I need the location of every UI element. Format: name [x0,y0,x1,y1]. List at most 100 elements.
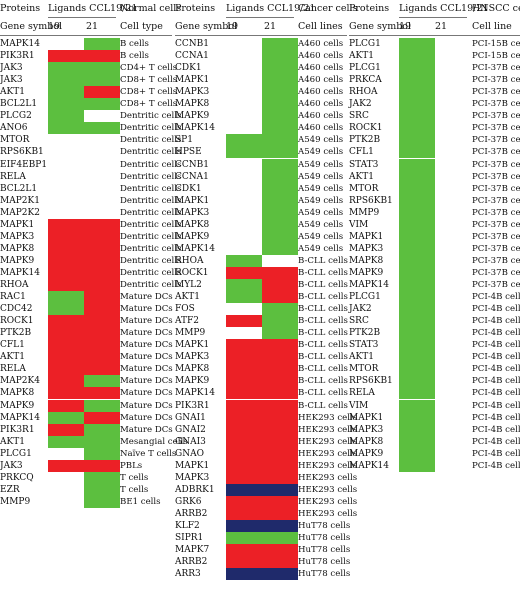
table-row: MAPK14 B cells [0,38,172,50]
table-row: MAPK14 A460 cells [175,122,347,135]
cell-21 [84,98,120,111]
table-row: CDK1 A549 cells [175,182,347,195]
gene-symbol: ROCK1 [175,267,209,278]
header-group: Cancer cells [298,3,358,14]
table-row: JAK3 CD8+ T cells [0,74,177,87]
cell-19 [226,291,262,304]
gene-symbol: CCNA1 [175,51,209,62]
cell-type: PCI-4B cells [472,376,520,387]
cell-type: Dentritic cells [120,171,182,182]
cell-21 [262,254,298,267]
cell-19 [48,110,84,123]
gene-symbol: RHOA [349,87,378,98]
cell-type: HEK293 cells [298,424,358,435]
cell-19 [226,447,262,460]
gene-symbol: PLCG1 [349,63,381,74]
cell-21 [262,568,298,581]
table-row: CFL1 PCI-37B cells [349,146,520,159]
cell-type: HEK293 cells [298,448,358,459]
table-row: PIK3R1 B-CLL cells [175,399,348,412]
cell-19 [399,182,435,195]
gene-symbol: RELA [0,171,26,182]
cell-type: Mature DCs [120,400,173,411]
cell-19 [48,447,84,460]
cell-19 [226,363,262,376]
table-row: MAP2K1 Dentritic cells [0,194,181,207]
header-gene-symbol: Gene symbol [175,21,238,32]
cell-19 [226,182,262,195]
cell-19 [226,158,262,171]
table-row: MAPK9 A549 cells [175,230,347,243]
cell-21 [84,483,120,496]
cell-19 [399,459,435,472]
gene-symbol: PLCG1 [349,292,381,303]
cell-19 [48,339,84,352]
table-row: PTK2B Mature DCs [0,327,173,340]
gene-symbol: MTOR [0,135,30,146]
gene-symbol: PLCG2 [0,111,32,122]
cell-21 [84,411,120,424]
cell-21 [84,471,120,484]
cell-type: A460 cells [298,111,344,122]
cell-type: B-CLL cells [298,280,348,290]
cell-type: PCI-4B cells [472,292,520,303]
cell-21 [262,206,298,219]
cell-21 [262,230,298,243]
cell-19 [399,315,435,328]
gene-symbol: MAPK8 [175,99,210,110]
header-cell-type: Cell type [120,21,163,32]
cell-19 [399,110,435,123]
gene-symbol: PIK3R1 [0,51,35,62]
cell-21 [435,74,471,87]
gene-symbol: ROCK1 [0,316,34,327]
cell-19 [399,363,435,376]
cell-type: B-CLL cells [298,292,348,303]
table-row: MAPK14 Dentritic cells [0,266,181,279]
table-row: MAPK14 A549 cells [175,242,347,255]
cell-21 [262,315,298,328]
cell-21 [84,495,120,508]
cell-type: B-CLL cells [298,376,348,387]
gene-symbol: MAPK9 [175,376,210,387]
cell-type: PCI-37B cells [472,195,520,206]
cell-type: B-CLL cells [298,328,348,339]
cell-type: PCI-37B cells [472,75,520,86]
cell-21 [262,435,298,448]
cell-type: Dentritic cells [120,243,182,254]
cell-19 [399,122,435,135]
cell-type: PCI-37B cells [472,183,520,194]
cell-type: PCI-37B cells [472,147,520,158]
gene-symbol: GNAO [175,448,204,459]
table-row: CCNA1 A549 cells [175,170,347,183]
cell-21 [262,411,298,424]
cell-type: Mature DCs [120,304,173,315]
cell-21 [262,279,298,291]
cell-21 [262,532,298,545]
gene-symbol: VIM [349,400,369,411]
cell-21 [262,303,298,316]
cell-type: PCI-37B cells [472,123,520,134]
cell-21 [262,242,298,255]
cell-19 [48,146,84,159]
cell-21 [262,182,298,195]
gene-symbol: RELA [0,364,26,375]
header-proteins: Proteins [175,3,216,14]
table-row: AKT1 PCI-15B cells [349,50,520,63]
cell-21 [84,423,120,436]
cell-21 [262,351,298,364]
cell-type: A549 cells [298,231,344,242]
table-row: PTK2B PCI-37B cells [349,134,520,147]
cell-19 [399,62,435,75]
cell-21 [435,447,471,460]
table-row: CCNA1 A460 cells [175,50,347,63]
cell-type: A460 cells [298,87,344,98]
panel-hnscc-cells: Proteins Ligands CCL19/21 HNSCC cells Ge… [349,0,520,603]
table-row: JAK3 PBLs [0,459,172,472]
gene-symbol: HPSE [175,147,202,158]
table-row: MAPK9 PCI-37B cells [349,266,520,279]
cell-19 [48,315,84,328]
cell-21 [262,38,298,50]
cell-21 [435,134,471,147]
cell-type: B-CLL cells [298,316,348,327]
cell-21 [84,218,120,231]
